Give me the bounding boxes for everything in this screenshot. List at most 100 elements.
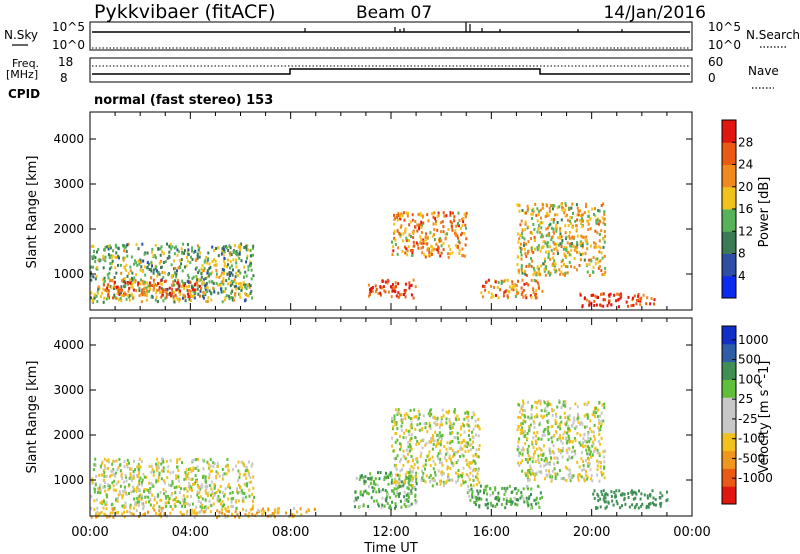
power-echo-cell xyxy=(404,251,407,255)
vel-echo-cell xyxy=(246,482,248,486)
power-echo-cell xyxy=(569,242,572,246)
vel-echo-cell xyxy=(519,452,521,456)
power-echo-cell xyxy=(533,228,536,231)
power-echo-cell xyxy=(441,220,444,224)
vel-echo-cell xyxy=(132,485,135,489)
vel-echo-cell xyxy=(615,499,618,503)
power-echo-cell xyxy=(215,268,218,272)
vel-echo-cell xyxy=(208,473,211,477)
vel-echo-cell xyxy=(138,503,140,507)
vel-echo-cell xyxy=(527,429,530,433)
power-echo-cell xyxy=(247,268,250,272)
power-echo-cell xyxy=(574,247,577,251)
vel-echo-cell xyxy=(610,490,613,494)
cpid-value: normal (fast stereo) 153 xyxy=(94,93,273,108)
vel-echo-cell xyxy=(257,509,260,512)
power-echo-cell xyxy=(215,272,218,276)
vel-echo-cell xyxy=(181,513,184,517)
power-echo-cell xyxy=(402,211,405,215)
vel-echo-cell xyxy=(439,457,442,461)
vel-echo-cell xyxy=(579,422,582,426)
power-echo-cell xyxy=(616,292,619,296)
power-echo-cell xyxy=(494,280,497,284)
vel-echo-cell xyxy=(536,431,539,434)
power-echo-cell xyxy=(434,217,437,221)
vel-echo-cell xyxy=(464,450,467,454)
power-echo-cell xyxy=(566,271,569,275)
vel-echo-cell xyxy=(140,480,143,484)
vel-echo-cell xyxy=(107,467,109,470)
power-echo-cell xyxy=(552,227,555,231)
vel-echo-cell xyxy=(399,448,402,451)
vel-echo-cell xyxy=(539,402,542,406)
vel-echo-cell xyxy=(535,471,538,475)
vel-echo-cell xyxy=(593,489,596,493)
power-echo-cell xyxy=(508,290,511,294)
vel-echo-cell xyxy=(115,488,117,492)
vel-echo-cell xyxy=(182,494,185,498)
power-echo-cell xyxy=(447,256,450,259)
vel-echo-cell xyxy=(197,469,200,472)
power-echo-cell xyxy=(94,277,97,281)
power-echo-cell xyxy=(400,293,403,296)
vel-echo-cell xyxy=(519,428,522,432)
power-echo-cell xyxy=(547,252,550,256)
vel-echo-cell xyxy=(179,511,182,514)
vel-echo-cell xyxy=(517,440,520,444)
vel-echo-cell xyxy=(395,467,398,471)
vel-echo-cell xyxy=(547,411,550,415)
power-echo-cell xyxy=(109,246,112,250)
vel-echo-cell xyxy=(219,485,222,488)
power-echo-cell xyxy=(194,290,197,294)
vel-echo-cell xyxy=(200,501,202,505)
vel-echo-cell xyxy=(422,464,425,468)
power-echo-cell xyxy=(586,242,589,246)
vel-echo-cell xyxy=(599,505,602,509)
power-echo-cell xyxy=(162,261,165,264)
power-echo-cell xyxy=(537,213,540,216)
vel-echo-cell xyxy=(195,458,198,461)
power-echo-cell xyxy=(124,285,127,289)
vel-echo-cell xyxy=(114,471,117,475)
power-echo-cell xyxy=(595,245,598,249)
vel-echo-cell xyxy=(442,471,445,475)
vel-echo-cell xyxy=(440,461,443,465)
vel-echo-cell xyxy=(414,499,417,502)
vel-echo-cell xyxy=(486,506,489,510)
vel-echo-cell xyxy=(252,486,255,490)
vel-echo-cell xyxy=(582,460,584,464)
power-echo-cell xyxy=(586,298,589,302)
velocity-x-ticks xyxy=(89,318,693,516)
power-echo-cell xyxy=(542,240,545,244)
power-echo-cell xyxy=(537,228,540,232)
power-echo-cell xyxy=(205,281,208,285)
vel-echo-cell xyxy=(90,515,93,519)
vel-echo-cell xyxy=(474,424,477,428)
vel-echo-cell xyxy=(432,477,435,481)
vel-echo-cell xyxy=(212,461,215,465)
vel-echo-cell xyxy=(522,434,525,438)
vel-echo-cell xyxy=(542,430,545,434)
power-echo-cell xyxy=(189,281,192,285)
power-echo-cell xyxy=(538,209,541,213)
vel-echo-cell xyxy=(424,426,427,430)
power-echo-cell xyxy=(90,278,93,282)
vel-echo-cell xyxy=(460,483,463,487)
vel-echo-cell xyxy=(465,442,468,446)
vel-echo-cell xyxy=(587,432,590,436)
power-echo-cell xyxy=(114,255,117,259)
vel-echo-cell xyxy=(248,511,251,515)
power-echo-cell xyxy=(529,231,532,234)
vel-echo-cell xyxy=(101,500,104,504)
vel-echo-cell xyxy=(577,420,580,424)
vel-echo-cell xyxy=(158,471,161,475)
power-echo-cell xyxy=(161,271,164,274)
vel-echo-cell xyxy=(354,490,357,494)
power-echo-cell xyxy=(593,213,595,216)
vel-echo-cell xyxy=(528,471,531,474)
power-echo-cell xyxy=(419,235,422,239)
power-echo-cell xyxy=(196,287,199,291)
vel-echo-cell xyxy=(92,468,95,472)
vel-echo-cell xyxy=(472,440,475,444)
power-echo-cell xyxy=(222,272,225,276)
